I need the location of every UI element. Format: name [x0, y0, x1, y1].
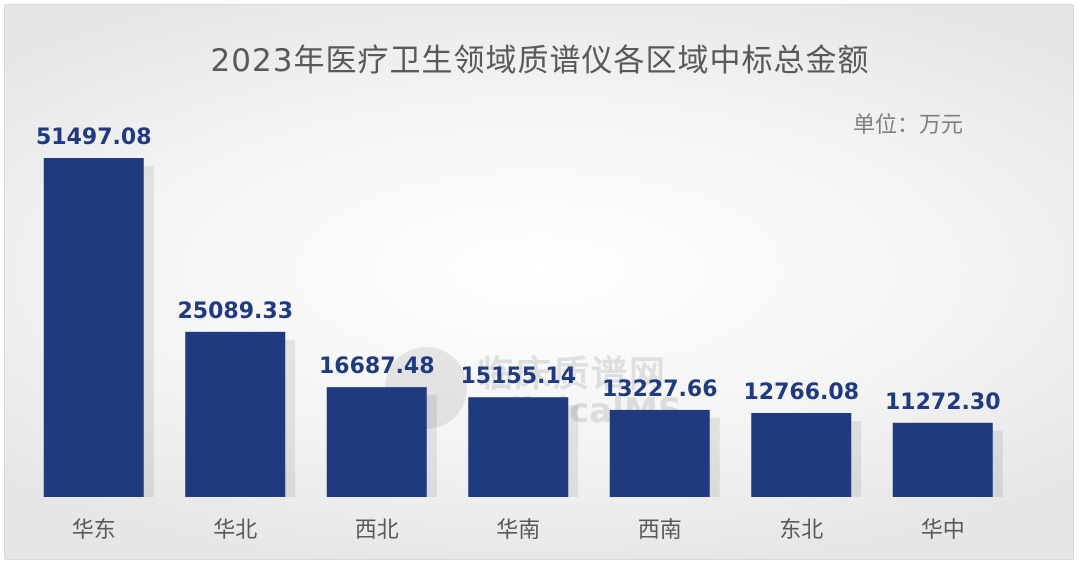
category-label: 东北 — [779, 518, 823, 543]
bar-西南 — [609, 409, 710, 497]
bar-chart: 51497.08 华东 25089.33 华北 16687.48 西北 15155.14 华南… — [36, 125, 1003, 543]
data-label: 16687.48 — [319, 354, 435, 379]
bar-华北 — [185, 331, 286, 497]
data-label: 51497.08 — [36, 125, 152, 150]
unit-label: 单位：万元 — [853, 113, 964, 138]
category-label: 西北 — [355, 518, 399, 543]
bar-华东 — [43, 158, 144, 497]
data-label: 13227.66 — [602, 377, 718, 402]
category-label: 华南 — [496, 518, 540, 543]
category-label: 华东 — [72, 518, 116, 543]
bar-东北 — [751, 412, 852, 497]
bar-华南 — [468, 397, 569, 497]
category-label: 华北 — [213, 518, 257, 543]
data-label: 12766.08 — [743, 380, 859, 405]
data-label: 25089.33 — [177, 299, 293, 324]
chart-title: 2023年医疗卫生领域质谱仪各区域中标总金额 — [210, 43, 870, 79]
data-label: 15155.14 — [460, 364, 576, 389]
category-label: 华中 — [921, 518, 965, 543]
bar-西北 — [326, 387, 427, 497]
bar-华中 — [892, 422, 993, 497]
data-label: 11272.30 — [885, 390, 1001, 415]
chart-frame: 2023年医疗卫生领域质谱仪各区域中标总金额 单位：万元 临床质谱网 Clini… — [4, 4, 1074, 560]
category-label: 西南 — [638, 518, 682, 543]
